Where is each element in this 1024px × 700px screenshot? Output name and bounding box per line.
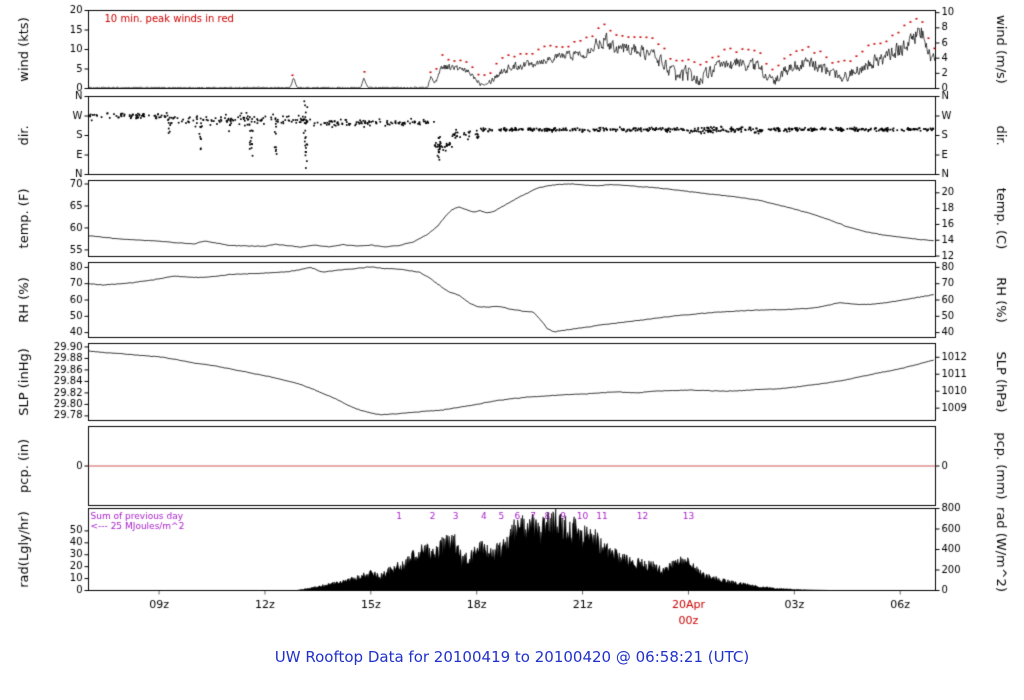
chart-title: UW Rooftop Data for 20100419 to 20100420… [274,648,750,666]
chart-canvas [0,0,1024,640]
